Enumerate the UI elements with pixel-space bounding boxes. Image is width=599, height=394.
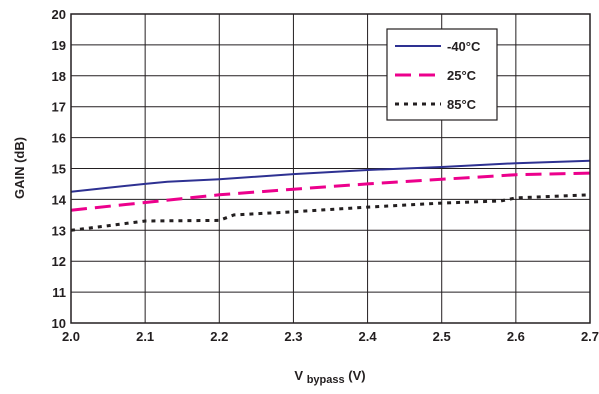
series-line-1 bbox=[70, 159, 591, 193]
x-tick-label: 2.2 bbox=[210, 329, 228, 344]
series-line-3 bbox=[70, 193, 591, 232]
legend-label-2: 25°C bbox=[447, 68, 477, 83]
series-layer bbox=[70, 159, 591, 232]
x-tick-label: 2.6 bbox=[507, 329, 525, 344]
legend-label-1: -40°C bbox=[447, 39, 481, 54]
x-tick-label: 2.3 bbox=[284, 329, 302, 344]
y-tick-label: 11 bbox=[52, 285, 66, 300]
x-tick-label: 2.4 bbox=[359, 329, 378, 344]
x-tick-label: 2.1 bbox=[136, 329, 154, 344]
y-tick-label: 13 bbox=[52, 223, 66, 238]
series-line-2 bbox=[70, 171, 591, 212]
y-tick-label: 12 bbox=[52, 254, 66, 269]
x-axis-label: V bypass (V) bbox=[294, 368, 365, 386]
grid-layer bbox=[71, 14, 590, 323]
x-tick-label: 2.5 bbox=[433, 329, 451, 344]
legend-items: -40°C 25°C 85°C bbox=[395, 39, 481, 112]
y-tick-label: 18 bbox=[52, 69, 66, 84]
plot-frame bbox=[70, 13, 591, 324]
y-tick-label: 10 bbox=[52, 316, 66, 331]
legend: -40°C 25°C 85°C bbox=[386, 28, 498, 121]
y-axis-label: GAIN (dB) bbox=[12, 137, 27, 199]
y-tick-label: 15 bbox=[52, 162, 66, 177]
tick-layer: 2.0 2.1 2.2 2.3 2.4 2.5 2.6 2.7 10 11 12 13 14 15 16 17… bbox=[52, 7, 599, 344]
x-tick-label: 2.7 bbox=[581, 329, 599, 344]
x-axis-label-unit: (V) bbox=[348, 368, 365, 383]
legend-label-3: 85°C bbox=[447, 97, 477, 112]
y-tick-label: 19 bbox=[52, 38, 66, 53]
y-tick-label: 17 bbox=[52, 100, 66, 115]
x-tick-label: 2.0 bbox=[62, 329, 80, 344]
y-tick-label: 16 bbox=[52, 131, 66, 146]
y-tick-label: 20 bbox=[52, 7, 66, 22]
x-axis-label-subscript: bypass bbox=[307, 374, 345, 386]
y-tick-label: 14 bbox=[52, 192, 67, 207]
x-axis-label-main: V bbox=[294, 368, 303, 383]
